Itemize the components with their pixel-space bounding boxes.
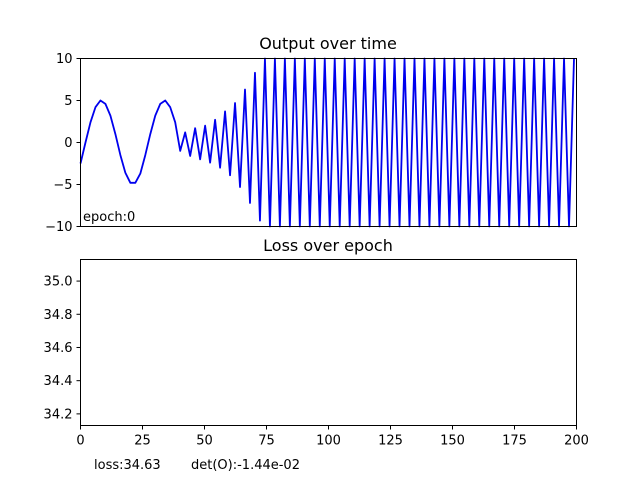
loss-y-ticks: 35.0 34.8 34.6 34.4 34.2 (44, 275, 81, 422)
loss-x-tick-label: 75 (258, 434, 275, 449)
output-y-tick-label: −10 (45, 220, 72, 235)
loss-plot-frame (80, 259, 577, 426)
output-y-tick-label: 0 (64, 136, 72, 151)
loss-x-tick-label: 100 (316, 434, 341, 449)
loss-y-tick-label: 35.0 (44, 275, 73, 290)
output-chart-title: Output over time (259, 34, 397, 53)
output-axes: Output over time 10 5 0 −5 −10 epoch:0 (45, 34, 577, 235)
output-y-tick-label: −5 (53, 178, 72, 193)
loss-x-tick-label: 25 (134, 434, 151, 449)
loss-x-tick-label: 175 (502, 434, 527, 449)
loss-x-tick-label: 200 (564, 434, 589, 449)
loss-x-tick-label: 150 (440, 434, 465, 449)
loss-x-ticks: 0 25 50 75 100 125 150 175 200 (76, 425, 589, 449)
det-readout: det(O):-1.44e-02 (191, 458, 300, 473)
output-y-tick-label: 10 (56, 52, 73, 67)
output-y-ticks: 10 5 0 −5 −10 (45, 52, 81, 235)
loss-x-tick-label: 50 (196, 434, 213, 449)
loss-y-tick-label: 34.4 (44, 374, 73, 389)
epoch-annotation: epoch:0 (83, 210, 135, 225)
output-series-line (79, 57, 575, 228)
output-y-tick-label: 5 (64, 94, 72, 109)
output-plot-frame (80, 58, 577, 227)
loss-x-tick-label: 0 (76, 434, 84, 449)
loss-readout: loss:34.63 (94, 458, 161, 473)
loss-y-tick-label: 34.2 (44, 407, 73, 422)
loss-axes: Loss over epoch 35.0 34.8 34.6 34.4 34.2 0 25… (44, 236, 589, 449)
loss-chart-title: Loss over epoch (263, 236, 393, 255)
loss-y-tick-label: 34.8 (44, 308, 73, 323)
loss-x-tick-label: 125 (378, 434, 403, 449)
loss-y-tick-label: 34.6 (44, 341, 73, 356)
